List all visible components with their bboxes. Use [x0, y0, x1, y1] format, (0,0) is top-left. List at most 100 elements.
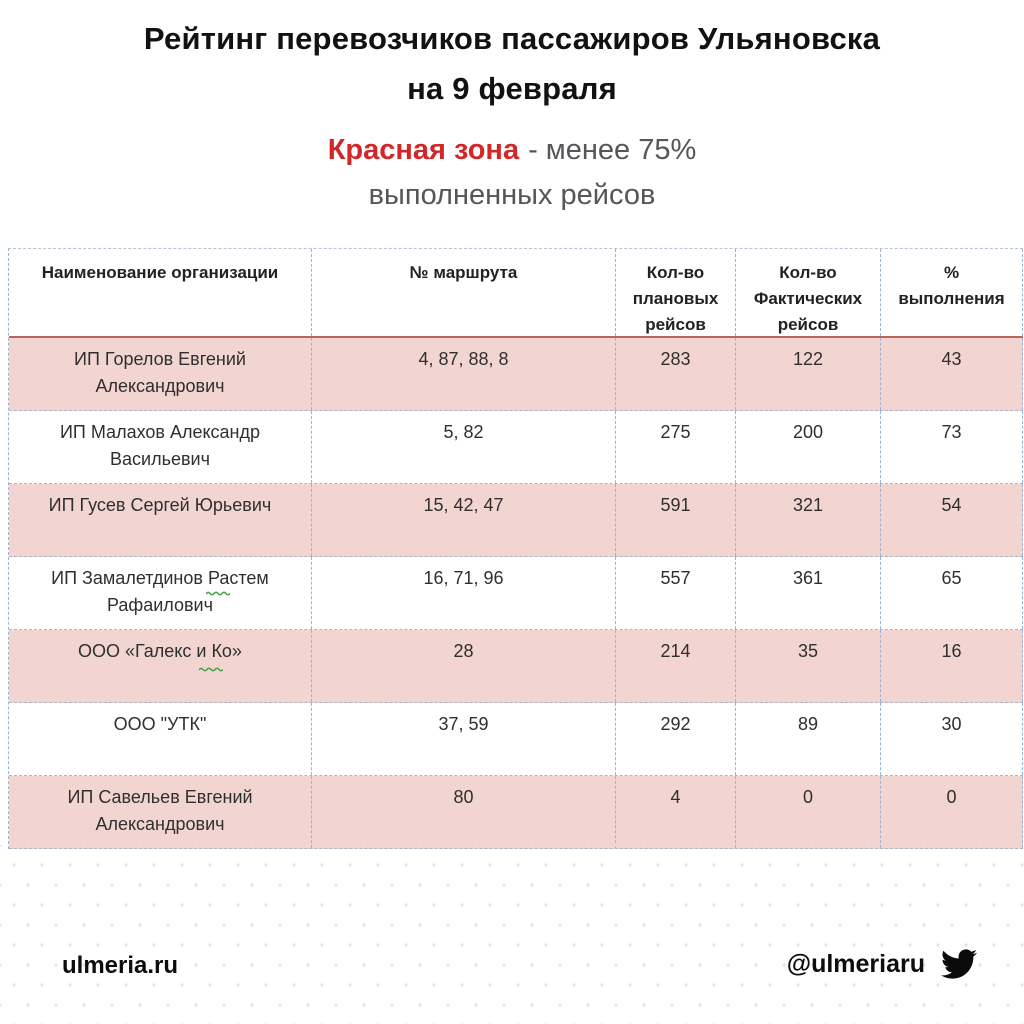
percent-value: 73 — [941, 422, 962, 442]
planned-cell: 275 — [616, 411, 736, 483]
spellcheck-squiggle-icon — [199, 667, 223, 672]
column-header-text: Кол-во плановых рейсов — [632, 263, 719, 334]
column-header-actual: Кол-во Фактических рейсов — [736, 249, 881, 336]
percent-value: 54 — [941, 495, 962, 515]
planned-value: 283 — [660, 349, 691, 369]
planned-cell: 292 — [616, 703, 736, 775]
org-cell: ИП Гусев Сергей Юрьевич — [9, 484, 312, 556]
red-zone-label: Красная зона — [327, 134, 520, 166]
org-name: ИП Замалетдинов Растем Рафаилович — [51, 568, 269, 615]
percent-value: 65 — [941, 568, 962, 588]
routes-cell: 4, 87, 88, 8 — [312, 338, 616, 410]
planned-cell: 214 — [616, 630, 736, 702]
table-row: ИП Горелов Евгений Александрович 4, 87, … — [9, 336, 1023, 411]
percent-cell: 65 — [881, 557, 1023, 629]
actual-value: 361 — [792, 568, 824, 588]
actual-value: 122 — [792, 349, 824, 369]
planned-value: 557 — [660, 568, 691, 588]
org-name: ИП Гусев Сергей Юрьевич — [48, 495, 272, 515]
routes-value: 4, 87, 88, 8 — [418, 349, 509, 369]
percent-cell: 43 — [881, 338, 1023, 410]
percent-value: 30 — [941, 714, 962, 734]
routes-value: 28 — [453, 641, 474, 661]
actual-value: 89 — [797, 714, 819, 734]
org-cell: ИП Замалетдинов Растем Рафаилович — [9, 557, 312, 629]
carriers-table: Наименование организации № маршрута Кол-… — [8, 248, 1023, 849]
site-url: ulmeria.ru — [62, 952, 179, 979]
column-header-text: % выполнения — [898, 263, 1005, 308]
percent-cell: 54 — [881, 484, 1023, 556]
planned-value: 275 — [660, 422, 691, 442]
routes-value: 5, 82 — [443, 422, 484, 442]
actual-cell: 321 — [736, 484, 881, 556]
actual-cell: 35 — [736, 630, 881, 702]
column-header-planned: Кол-во плановых рейсов — [616, 249, 736, 336]
table-header-row: Наименование организации № маршрута Кол-… — [9, 249, 1023, 336]
actual-cell: 361 — [736, 557, 881, 629]
org-name: ИП Савельев Евгений Александрович — [67, 787, 253, 834]
subtitle: Красная зона - менее 75% выполненных рейс… — [0, 128, 1024, 218]
actual-cell: 200 — [736, 411, 881, 483]
column-header-text: № маршрута — [409, 263, 518, 282]
subtitle-rest: - менее 75% — [528, 134, 697, 166]
percent-cell: 0 — [881, 776, 1023, 848]
title-line2: на 9 февраля — [407, 71, 617, 106]
column-header-route: № маршрута — [312, 249, 616, 336]
percent-cell: 73 — [881, 411, 1023, 483]
org-name: ИП Горелов Евгений Александрович — [74, 349, 246, 396]
planned-cell: 283 — [616, 338, 736, 410]
column-header-text: Кол-во Фактических рейсов — [753, 263, 863, 334]
page-title: Рейтинг перевозчиков пассажиров Ульяновс… — [0, 14, 1024, 114]
actual-cell: 89 — [736, 703, 881, 775]
org-cell: ИП Горелов Евгений Александрович — [9, 338, 312, 410]
planned-cell: 4 — [616, 776, 736, 848]
subtitle-line1: Красная зона - менее 75% — [0, 128, 1024, 173]
org-cell: ООО "УТК" — [9, 703, 312, 775]
planned-value: 591 — [660, 495, 691, 515]
percent-value: 0 — [946, 787, 957, 807]
table-row: ИП Замалетдинов Растем Рафаилович 16, 71… — [9, 557, 1023, 630]
dotted-texture-background — [0, 845, 1024, 1024]
org-name: ООО "УТК" — [113, 714, 207, 734]
actual-value: 35 — [797, 641, 819, 661]
planned-value: 292 — [660, 714, 691, 734]
org-cell: ИП Малахов Александр Васильевич — [9, 411, 312, 483]
title-line1: Рейтинг перевозчиков пассажиров Ульяновс… — [143, 21, 881, 56]
routes-cell: 5, 82 — [312, 411, 616, 483]
org-name: ООО «Галекс и Ко» — [78, 641, 242, 661]
routes-cell: 15, 42, 47 — [312, 484, 616, 556]
routes-cell: 28 — [312, 630, 616, 702]
table-row: ООО "УТК" 37, 59 292 89 30 — [9, 703, 1023, 776]
subtitle-line2: выполненных рейсов — [368, 179, 656, 211]
actual-value: 321 — [792, 495, 824, 515]
percent-cell: 30 — [881, 703, 1023, 775]
percent-value: 16 — [941, 641, 962, 661]
routes-cell: 80 — [312, 776, 616, 848]
actual-cell: 0 — [736, 776, 881, 848]
routes-value: 80 — [453, 787, 474, 807]
twitter-icon — [941, 949, 977, 979]
actual-value: 200 — [792, 422, 824, 442]
routes-value: 15, 42, 47 — [423, 495, 504, 515]
routes-value: 37, 59 — [438, 714, 489, 734]
twitter-handle: @ulmeriaru — [786, 949, 925, 978]
table-row: ИП Савельев Евгений Александрович 80 4 0… — [9, 776, 1023, 849]
planned-value: 214 — [660, 641, 691, 661]
planned-cell: 591 — [616, 484, 736, 556]
spellcheck-squiggle-icon — [206, 591, 230, 596]
column-header-percent: % выполнения — [881, 249, 1023, 336]
percent-value: 43 — [941, 349, 962, 369]
twitter-handle-group: @ulmeriaru — [787, 946, 980, 982]
routes-cell: 37, 59 — [312, 703, 616, 775]
column-header-organization: Наименование организации — [9, 249, 312, 336]
table-row: ИП Малахов Александр Васильевич 5, 82 27… — [9, 411, 1023, 484]
column-header-text: Наименование организации — [41, 263, 279, 282]
actual-cell: 122 — [736, 338, 881, 410]
actual-value: 0 — [802, 787, 813, 807]
table-row: ООО «Галекс и Ко» 28 214 35 16 — [9, 630, 1023, 703]
org-cell: ООО «Галекс и Ко» — [9, 630, 312, 702]
org-cell: ИП Савельев Евгений Александрович — [9, 776, 312, 848]
table-row: ИП Гусев Сергей Юрьевич 15, 42, 47 591 3… — [9, 484, 1023, 557]
percent-cell: 16 — [881, 630, 1023, 702]
routes-value: 16, 71, 96 — [423, 568, 504, 588]
